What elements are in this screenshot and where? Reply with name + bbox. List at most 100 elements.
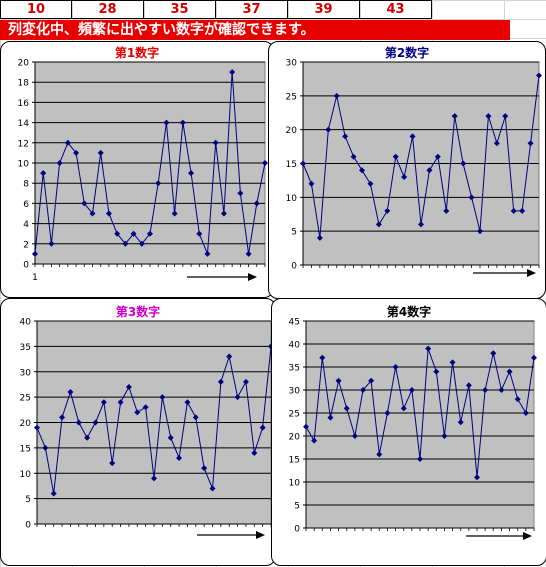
data-point[interactable]: [34, 424, 40, 431]
data-point[interactable]: [418, 221, 424, 228]
data-point[interactable]: [451, 113, 458, 120]
data-point[interactable]: [89, 210, 96, 217]
data-point[interactable]: [311, 437, 318, 444]
data-point[interactable]: [209, 485, 216, 492]
data-point[interactable]: [449, 359, 456, 366]
data-point[interactable]: [229, 69, 236, 76]
data-point[interactable]: [327, 414, 334, 421]
data-point[interactable]: [188, 170, 195, 177]
data-point[interactable]: [384, 410, 391, 416]
data-point[interactable]: [457, 419, 464, 426]
data-point[interactable]: [392, 153, 399, 160]
data-point[interactable]: [109, 460, 116, 467]
data-point[interactable]: [212, 139, 219, 146]
data-point[interactable]: [262, 160, 268, 166]
data-point[interactable]: [506, 368, 513, 375]
data-point[interactable]: [171, 210, 178, 217]
data-point[interactable]: [527, 140, 534, 147]
data-point[interactable]: [226, 353, 233, 360]
data-point[interactable]: [100, 399, 107, 406]
data-point[interactable]: [245, 250, 252, 257]
data-point[interactable]: [335, 377, 342, 384]
data-point[interactable]: [493, 140, 500, 147]
data-point[interactable]: [482, 387, 489, 393]
data-point[interactable]: [56, 160, 63, 166]
data-point[interactable]: [350, 153, 357, 160]
data-point[interactable]: [303, 423, 309, 430]
data-point[interactable]: [176, 455, 183, 462]
data-point[interactable]: [468, 194, 475, 201]
data-point[interactable]: [159, 394, 166, 401]
data-point[interactable]: [375, 221, 382, 228]
data-point[interactable]: [147, 230, 153, 237]
data-point[interactable]: [536, 72, 542, 79]
data-point[interactable]: [179, 119, 186, 126]
data-point[interactable]: [319, 354, 326, 361]
data-point[interactable]: [196, 230, 203, 237]
data-point[interactable]: [234, 394, 241, 401]
chart-4[interactable]: 0 5 10 15 20 25 30 35 40 45 第4数字: [271, 298, 546, 566]
data-point[interactable]: [75, 419, 82, 426]
data-point[interactable]: [220, 210, 227, 217]
data-point[interactable]: [32, 250, 38, 257]
data-point[interactable]: [434, 153, 441, 160]
data-point[interactable]: [130, 230, 137, 237]
data-point[interactable]: [67, 389, 74, 396]
data-point[interactable]: [50, 490, 57, 497]
data-point[interactable]: [465, 382, 472, 389]
data-point[interactable]: [409, 133, 416, 140]
data-point[interactable]: [253, 200, 260, 207]
chart-1[interactable]: 0 2 4 6 8 10 12 14 16 18 20 1 第1数字: [0, 41, 274, 298]
data-point[interactable]: [360, 387, 366, 393]
data-point[interactable]: [443, 207, 450, 214]
data-point[interactable]: [125, 383, 132, 390]
data-point[interactable]: [48, 240, 55, 247]
data-point[interactable]: [259, 424, 266, 431]
data-point[interactable]: [384, 207, 391, 214]
data-point[interactable]: [408, 387, 415, 393]
data-point[interactable]: [333, 92, 340, 99]
data-point[interactable]: [316, 234, 323, 241]
data-point[interactable]: [392, 364, 399, 370]
data-point[interactable]: [92, 419, 99, 426]
data-point[interactable]: [490, 350, 497, 357]
data-point[interactable]: [155, 180, 162, 187]
data-point[interactable]: [477, 228, 483, 235]
data-point[interactable]: [531, 354, 537, 361]
data-point[interactable]: [474, 474, 480, 481]
data-point[interactable]: [134, 409, 141, 416]
data-point[interactable]: [400, 405, 407, 412]
data-point[interactable]: [117, 399, 124, 406]
chart-2[interactable]: 0 5 10 15 20 25 30 第2数字: [268, 41, 546, 299]
data-point[interactable]: [351, 433, 358, 439]
data-point[interactable]: [325, 126, 332, 133]
data-point[interactable]: [167, 434, 174, 441]
data-point[interactable]: [201, 465, 208, 472]
data-point[interactable]: [59, 414, 66, 421]
chart-3[interactable]: 0 5 10 15 20 25 30 35 40 第3数字: [0, 298, 276, 566]
data-point[interactable]: [308, 180, 315, 187]
data-point[interactable]: [251, 449, 258, 456]
data-point[interactable]: [217, 378, 224, 385]
data-point[interactable]: [105, 210, 112, 217]
data-point[interactable]: [368, 377, 375, 384]
data-point[interactable]: [122, 240, 129, 247]
data-point[interactable]: [425, 345, 432, 352]
data-point[interactable]: [433, 368, 440, 375]
data-point[interactable]: [359, 167, 365, 174]
data-point[interactable]: [426, 167, 433, 174]
data-point[interactable]: [417, 456, 423, 462]
data-point[interactable]: [114, 230, 121, 237]
data-point[interactable]: [401, 174, 408, 181]
data-point[interactable]: [64, 139, 71, 146]
data-point[interactable]: [192, 414, 199, 421]
data-point[interactable]: [151, 475, 157, 482]
data-point[interactable]: [510, 207, 517, 214]
data-point[interactable]: [343, 405, 350, 412]
data-point[interactable]: [138, 240, 145, 247]
data-point[interactable]: [204, 250, 211, 257]
data-point[interactable]: [184, 399, 191, 406]
data-point[interactable]: [460, 160, 467, 167]
data-point[interactable]: [502, 113, 509, 120]
data-point[interactable]: [441, 433, 448, 439]
